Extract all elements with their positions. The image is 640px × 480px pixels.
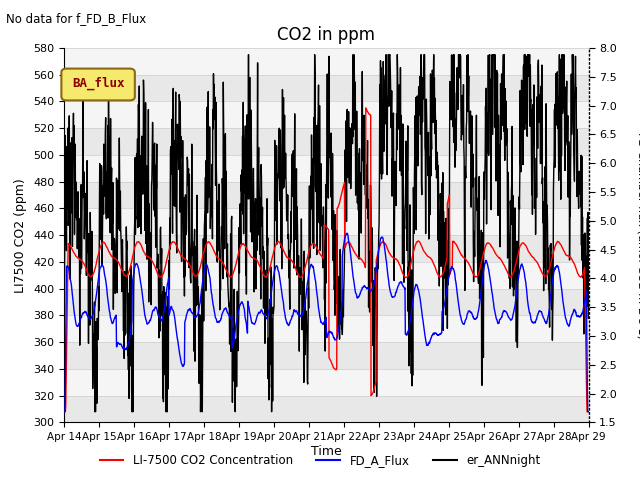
Bar (64, 155, 589, 182)
Text: BA_flux: BA_flux (72, 77, 124, 90)
Bar (64, 208, 589, 235)
Text: No data for f_FD_B_Flux: No data for f_FD_B_Flux (6, 12, 147, 25)
Bar (64, 396, 589, 422)
Bar (64, 288, 589, 315)
Bar (64, 75, 589, 101)
Bar (64, 315, 589, 342)
Title: CO2 in ppm: CO2 in ppm (277, 25, 376, 44)
Y-axis label: FD Chamber flux (umol CO2 m-2 s-1): FD Chamber flux (umol CO2 m-2 s-1) (636, 132, 640, 338)
Bar (64, 21, 589, 48)
Bar (64, 235, 589, 262)
Bar (64, 101, 589, 128)
Bar (64, 182, 589, 208)
Y-axis label: LI7500 CO2 (ppm): LI7500 CO2 (ppm) (15, 178, 28, 293)
Legend: LI-7500 CO2 Concentration, FD_A_Flux, er_ANNnight: LI-7500 CO2 Concentration, FD_A_Flux, er… (95, 449, 545, 472)
X-axis label: Time: Time (311, 445, 342, 458)
Bar (64, 262, 589, 288)
Bar (64, 342, 589, 369)
FancyBboxPatch shape (61, 69, 135, 100)
Bar (64, 48, 589, 75)
Bar (64, 128, 589, 155)
Bar (64, 369, 589, 396)
